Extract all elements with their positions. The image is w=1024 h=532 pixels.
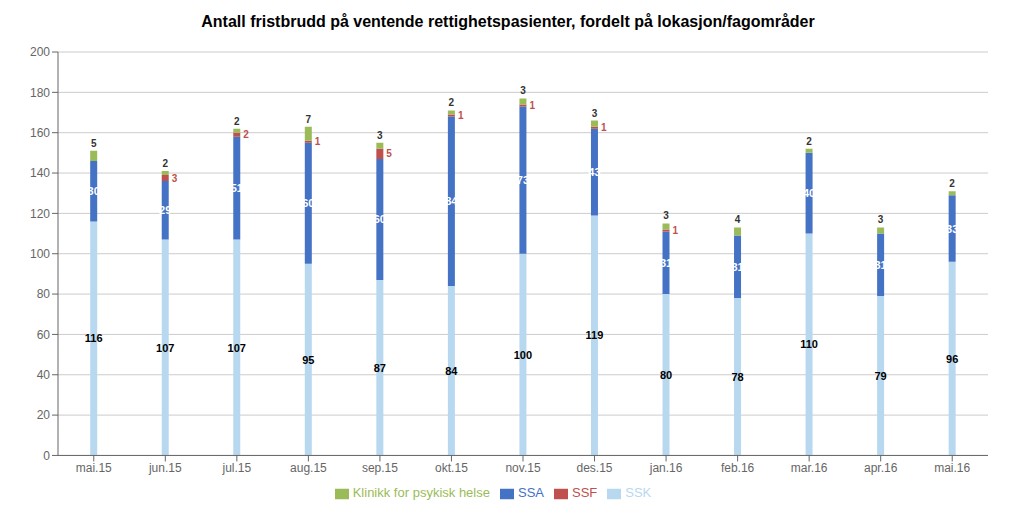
svg-text:30: 30 [88,185,100,197]
svg-text:40: 40 [37,368,51,382]
svg-text:60: 60 [37,328,51,342]
svg-text:110: 110 [800,338,818,350]
svg-text:1: 1 [529,100,535,111]
html-text:Antall fristbrudd på ventende: Antall fristbrudd på ventende rettighets… [201,13,815,30]
svg-text:80: 80 [37,287,51,301]
svg-text:79: 79 [874,370,886,382]
svg-text:78: 78 [731,371,743,383]
svg-text:43: 43 [588,166,600,178]
svg-text:40: 40 [803,187,815,199]
svg-text:1: 1 [458,110,464,121]
svg-text:60: 60 [374,213,386,225]
svg-text:31: 31 [874,259,886,271]
svg-text:2: 2 [806,136,812,147]
svg-text:apr.16: apr.16 [864,461,898,475]
svg-text:73: 73 [517,174,529,186]
svg-text:51: 51 [231,182,243,194]
svg-text:116: 116 [85,332,103,344]
svg-text:87: 87 [374,362,386,374]
svg-text:mai.15: mai.15 [76,461,112,475]
svg-text:95: 95 [302,354,314,366]
svg-text:3: 3 [878,214,884,225]
svg-text:des.15: des.15 [577,461,613,475]
svg-text:80: 80 [660,369,672,381]
svg-text:84: 84 [445,365,458,377]
svg-text:1: 1 [673,225,679,236]
svg-text:100: 100 [30,247,50,261]
svg-text:119: 119 [586,329,604,341]
svg-text:31: 31 [731,261,743,273]
svg-text:jul.15: jul.15 [222,461,252,475]
html-text:SSF: SSF [572,485,598,501]
svg-text:200: 200 [30,45,50,59]
svg-text:2: 2 [162,158,168,169]
svg-text:29: 29 [159,204,171,216]
svg-text:jan.16: jan.16 [649,461,683,475]
svg-text:nov.15: nov.15 [505,461,540,475]
svg-text:jun.15: jun.15 [148,461,182,475]
svg-text:160: 160 [30,126,50,140]
svg-text:okt.15: okt.15 [435,461,468,475]
svg-text:60: 60 [302,197,314,209]
svg-text:7: 7 [306,114,312,125]
svg-text:0: 0 [43,449,50,463]
svg-text:mai.16: mai.16 [934,461,970,475]
svg-text:5: 5 [386,148,392,159]
svg-text:aug.15: aug.15 [290,461,327,475]
html-text:SSA: SSA [518,485,544,501]
svg-text:2: 2 [449,97,455,108]
svg-text:2: 2 [234,116,240,127]
svg-text:180: 180 [30,86,50,100]
html-text:SSK: SSK [625,485,652,501]
svg-text:31: 31 [660,257,672,269]
svg-text:140: 140 [30,166,50,180]
svg-text:3: 3 [520,85,526,96]
svg-text:5: 5 [91,138,97,149]
svg-text:107: 107 [228,342,246,354]
svg-text:3: 3 [663,210,669,221]
svg-text:120: 120 [30,207,50,221]
svg-text:20: 20 [37,408,51,422]
svg-text:96: 96 [946,353,958,365]
svg-text:mar.16: mar.16 [791,461,828,475]
svg-text:1: 1 [315,136,321,147]
svg-text:107: 107 [156,342,174,354]
svg-text:84: 84 [445,195,458,207]
svg-text:feb.16: feb.16 [721,461,755,475]
svg-text:33: 33 [946,223,958,235]
svg-text:3: 3 [172,173,178,184]
svg-text:2: 2 [949,178,955,189]
svg-text:sep.15: sep.15 [362,461,398,475]
svg-text:100: 100 [514,349,532,361]
svg-text:4: 4 [735,214,741,225]
html-text:Klinikk for psykisk helse: Klinikk for psykisk helse [352,485,490,501]
svg-text:2: 2 [243,129,249,140]
svg-text:1: 1 [601,122,607,133]
svg-text:3: 3 [377,130,383,141]
svg-text:3: 3 [592,108,598,119]
